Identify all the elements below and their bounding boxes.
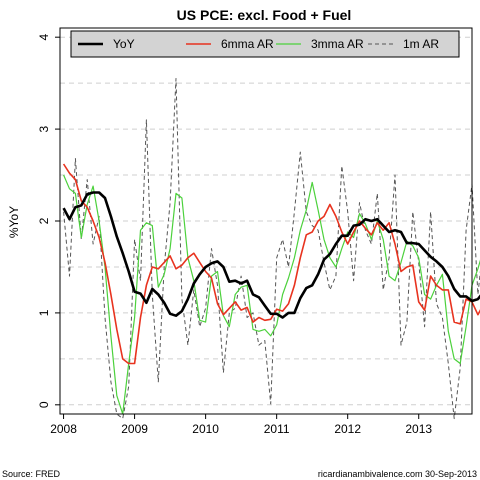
legend-label: 1m AR <box>403 37 439 51</box>
axes: 2008 2009 2010 2011 2012 2013 0 1 2 3 4 <box>37 34 432 436</box>
footer-source: Source: FRED <box>2 469 61 479</box>
x-tick-label: 2013 <box>405 422 432 436</box>
x-tick-label: 2012 <box>334 422 361 436</box>
legend-box <box>70 30 460 58</box>
y-axis-label: %YoY <box>7 206 21 238</box>
legend-label: 3mma AR <box>311 37 364 51</box>
series-line-yoy <box>62 191 480 319</box>
x-tick-label: 2008 <box>50 422 77 436</box>
footer-credit: ricardianambivalence.com 30-Sep-2013 <box>318 469 477 479</box>
x-tick-label: 2009 <box>121 422 148 436</box>
legend-label: 6mma AR <box>221 37 274 51</box>
legend: YoY 6mma AR 3mma AR 1m AR <box>70 30 460 58</box>
series-lines <box>62 78 480 420</box>
y-tick-label: 0 <box>37 401 51 408</box>
series-line-3mma-ar <box>63 174 480 415</box>
y-tick-label: 3 <box>37 125 51 132</box>
legend-label: YoY <box>113 37 135 51</box>
x-tick-label: 2010 <box>192 422 219 436</box>
chart-title: US PCE: excl. Food + Fuel <box>177 7 352 23</box>
y-tick-label: 4 <box>37 34 51 41</box>
y-tick-label: 2 <box>37 217 51 224</box>
x-tick-label: 2011 <box>264 422 290 436</box>
series-line-1m-ar <box>63 78 480 420</box>
y-tick-label: 1 <box>37 309 51 316</box>
